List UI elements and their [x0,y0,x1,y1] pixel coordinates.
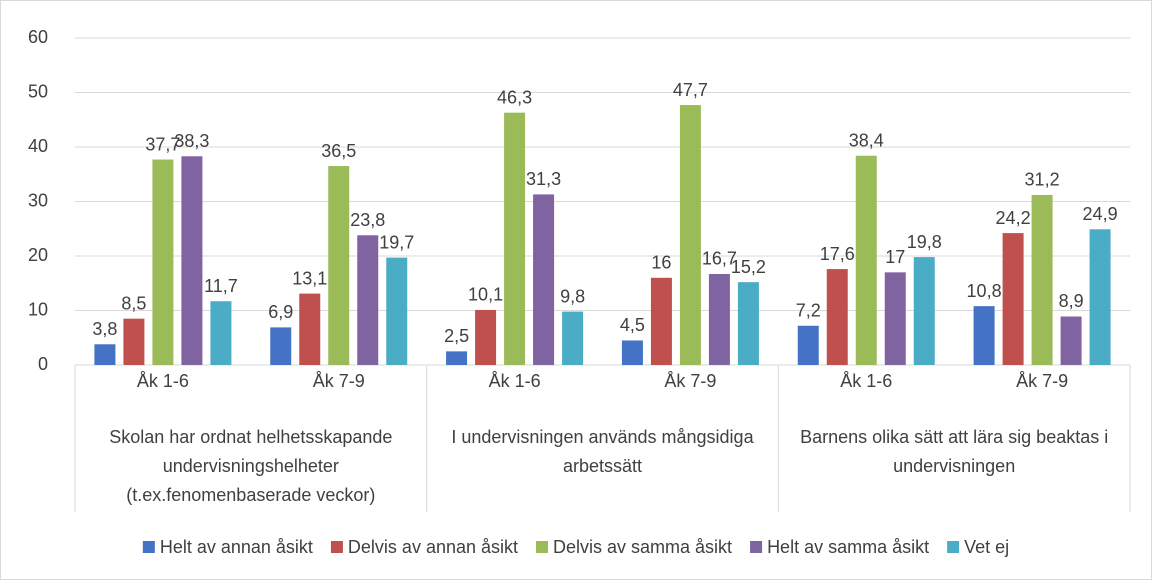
legend-label: Vet ej [964,537,1009,557]
y-tick-label: 40 [28,136,48,156]
bar [357,235,379,365]
data-label: 31,3 [526,169,561,189]
y-tick-label: 0 [38,354,48,374]
group-label: Skolan har ordnat helhetsskapande underv… [109,427,393,505]
bar [299,293,321,365]
legend-swatch [947,541,960,553]
bar [475,309,497,365]
bar [973,306,995,365]
data-label: 4,5 [620,315,645,335]
data-label: 7,2 [796,301,821,321]
x-tick-label: Åk 7-9 [664,371,716,391]
data-label: 6,9 [268,302,293,322]
x-tick-label: Åk 1-6 [137,371,189,391]
bar [123,318,145,365]
data-label: 16 [651,253,671,273]
bar [1002,233,1024,365]
legend-label: Delvis av annan åsikt [348,537,518,557]
data-label: 36,5 [321,141,356,161]
x-tick-label: Åk 1-6 [840,371,892,391]
x-tick-label: Åk 7-9 [313,371,365,391]
legend-swatch [750,541,763,553]
bar [152,159,174,365]
bar [270,327,292,365]
data-label: 11,7 [204,276,238,296]
data-label: 19,7 [379,232,414,252]
data-label: 23,8 [350,210,385,230]
data-label: 8,5 [121,293,146,313]
legend-label: Helt av annan åsikt [160,537,313,557]
data-label: 46,3 [497,87,532,107]
data-label: 38,4 [849,130,884,150]
y-tick-label: 30 [28,190,48,210]
bar [797,325,819,365]
legend-swatch [142,541,155,553]
data-label: 31,2 [1025,170,1060,190]
data-label: 9,8 [560,286,585,306]
data-label: 24,9 [1083,204,1118,224]
y-tick-label: 50 [28,81,48,101]
bar [913,257,935,365]
legend-label: Delvis av samma åsikt [553,537,732,557]
bar [386,257,408,365]
y-tick-label: 20 [28,245,48,265]
bar [446,351,468,365]
bar [679,105,701,365]
x-tick-label: Åk 1-6 [489,371,541,391]
legend-swatch [330,541,343,553]
y-tick-label: 60 [28,27,48,47]
group-label: I undervisningen används mångsidiga arbe… [451,427,754,476]
bar [884,272,906,365]
bar [1060,316,1082,365]
bar [737,282,759,365]
bar [1089,229,1111,365]
bar [1031,194,1053,365]
data-label: 38,3 [174,131,209,151]
bar [504,112,526,365]
bar [328,166,350,365]
data-label: 3,8 [92,319,117,339]
data-label: 37,7 [145,134,180,154]
bar [855,155,877,365]
data-label: 17,6 [820,244,855,264]
bar [533,194,555,365]
bar [708,273,730,365]
data-label: 10,8 [967,281,1002,301]
bar [94,344,116,365]
data-label: 15,2 [731,257,766,277]
data-label: 24,2 [996,208,1031,228]
bar [650,277,672,365]
bar [826,269,848,365]
bar [562,311,584,365]
legend-label: Helt av samma åsikt [767,537,929,557]
data-label: 16,7 [702,249,737,269]
y-tick-label: 10 [28,299,48,319]
legend-swatch [536,541,549,553]
data-label: 8,9 [1059,291,1084,311]
group-label: Barnens olika sätt att lära sig beaktas … [800,427,1109,476]
bar [621,340,643,365]
data-label: 2,5 [444,326,469,346]
data-label: 47,7 [673,80,708,100]
data-label: 19,8 [907,232,942,252]
data-label: 17 [885,247,905,267]
bar [181,156,203,365]
data-label: 13,1 [292,268,327,288]
data-label: 10,1 [468,285,503,305]
x-tick-label: Åk 7-9 [1016,371,1068,391]
bar [210,301,232,365]
